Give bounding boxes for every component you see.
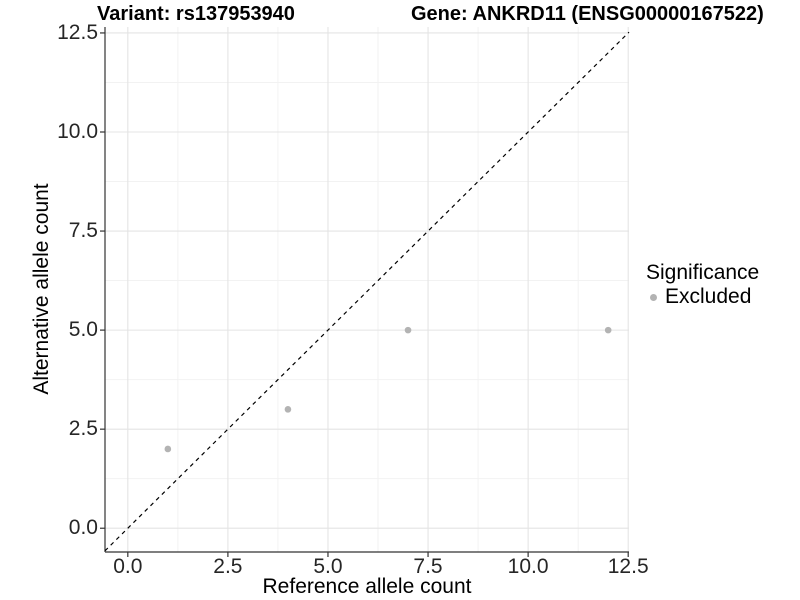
plot-title-variant: Variant: rs137953940 xyxy=(97,3,295,25)
data-point xyxy=(284,406,292,413)
legend-point-swatch xyxy=(650,293,657,301)
x-axis-title: Reference allele count xyxy=(262,575,472,598)
data-points-excluded xyxy=(164,326,612,453)
x-tick-label: 10.0 xyxy=(507,555,549,578)
y-tick-label: 10.0 xyxy=(57,120,98,143)
legend: Significance Excluded xyxy=(646,260,759,309)
data-point xyxy=(404,326,412,334)
axis-lines xyxy=(104,27,629,553)
y-tick-label: 2.5 xyxy=(68,417,98,441)
x-tick-label: 12.5 xyxy=(607,555,649,578)
y-tick-label: 0.0 xyxy=(68,516,98,540)
gridlines-major xyxy=(105,27,629,552)
x-tick-label: 0.0 xyxy=(113,555,143,578)
tick-marks xyxy=(100,32,629,557)
legend-item-label: Excluded xyxy=(665,285,752,308)
x-tick-label: 2.5 xyxy=(213,555,243,578)
identity-line xyxy=(104,31,630,552)
legend-title: Significance xyxy=(646,261,760,284)
legend-item-excluded: Excluded xyxy=(646,285,759,309)
plot-title-gene: Gene: ANKRD11 (ENSG00000167522) xyxy=(411,3,764,25)
gridlines-minor xyxy=(105,27,629,552)
y-tick-label: 7.5 xyxy=(68,219,98,243)
data-point xyxy=(164,445,172,453)
y-tick-label: 5.0 xyxy=(68,318,98,342)
data-point xyxy=(604,326,612,334)
y-axis-title: Alternative allele count xyxy=(30,183,53,395)
x-tick-label: 5.0 xyxy=(313,555,343,578)
x-tick-label: 7.5 xyxy=(413,555,443,578)
y-tick-label: 12.5 xyxy=(57,20,98,44)
